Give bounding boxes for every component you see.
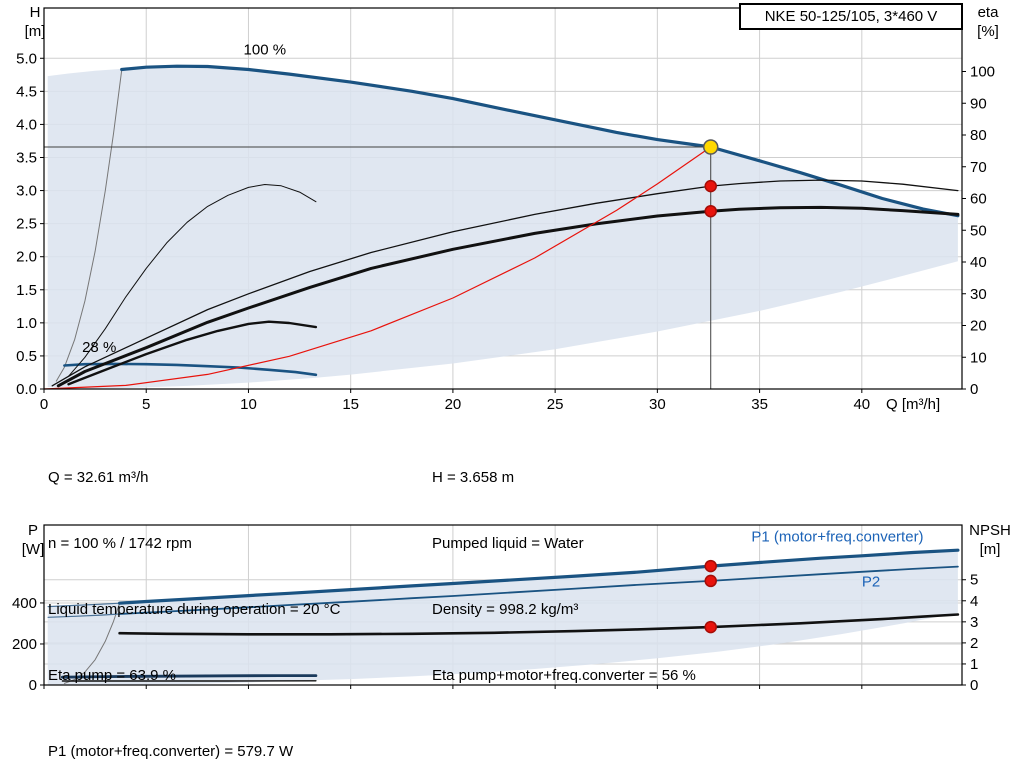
tick-label: 3.5 — [16, 149, 37, 166]
result-line: Density = 998.2 kg/m³ — [432, 601, 579, 618]
system-curve — [43, 146, 712, 390]
tick-label: 20 — [445, 396, 462, 413]
eta-pump-curve — [51, 179, 959, 387]
speed-label-100: 100 % — [244, 41, 287, 58]
eta-total-point — [704, 204, 717, 218]
tick-label: 80 — [970, 127, 987, 144]
pump-curve-100 — [120, 64, 960, 218]
tick-label: 0 — [40, 396, 48, 413]
tick-label: 5 — [142, 396, 150, 413]
tick-label: 3 — [970, 614, 978, 631]
tick-label: 40 — [853, 396, 870, 413]
operating-envelope — [47, 550, 958, 685]
power-results: P1 (motor+freq.converter) = 579.7 W P2 =… — [48, 697, 293, 781]
tick-label: 10 — [240, 396, 257, 413]
tick-label: 1.0 — [16, 315, 37, 332]
result-line: Pumped liquid = Water — [432, 535, 584, 552]
p-axis-title: P [W] — [21, 522, 45, 558]
tick-label: 200 — [12, 636, 37, 653]
duty-results-right: H = 3.658 m Pumped liquid = Water Densit… — [432, 423, 696, 731]
tick-label: 50 — [970, 222, 987, 239]
tick-label: 35 — [751, 396, 768, 413]
p2-curve — [118, 565, 959, 615]
eta-total-curve-28 — [67, 320, 318, 386]
eta-total-curve — [56, 205, 960, 388]
tick-label: 0.5 — [16, 348, 37, 365]
tick-label: 2.0 — [16, 249, 37, 266]
pump-title-box: NKE 50-125/105, 3*460 V — [739, 3, 963, 30]
duty-results-left: Q = 32.61 m³/h n = 100 % / 1742 rpm Liqu… — [48, 423, 340, 731]
tick-label: 70 — [970, 159, 987, 176]
p1-curve-28 — [61, 674, 318, 679]
tick-label: 0 — [970, 677, 978, 694]
tick-label: 2.5 — [16, 216, 37, 233]
tick-label: 15 — [342, 396, 359, 413]
power-npsh-chart: 0 200 400 0 1 2 3 4 5 P1 (motor+freq.converter) P2 — [12, 524, 978, 694]
tick-label: 2 — [970, 635, 978, 652]
eta-pump-curve-28 — [68, 184, 317, 377]
tick-label: 100 — [970, 64, 995, 81]
operating-envelope — [47, 65, 958, 389]
tick-label: 10 — [970, 349, 987, 366]
eta-axis-title: eta [%] — [977, 4, 999, 40]
tick-label: 0.0 — [16, 381, 37, 398]
tick-label: 40 — [970, 254, 987, 271]
p2-label: P2 — [862, 574, 880, 591]
tick-label: 1 — [970, 656, 978, 673]
p2-ext — [47, 613, 121, 618]
p1-curve — [118, 548, 960, 605]
tick-label: 3.0 — [16, 183, 37, 200]
p1-point — [704, 559, 717, 573]
result-line: Eta pump+motor+freq.converter = 56 % — [432, 667, 696, 684]
tick-label: 30 — [649, 396, 666, 413]
speed-label-28: 28 % — [82, 339, 116, 356]
result-line: n = 100 % / 1742 rpm — [48, 535, 192, 552]
p2-point — [704, 574, 717, 588]
tick-label: 400 — [12, 595, 37, 612]
npsh-axis-title: NPSH [m] — [969, 522, 1011, 558]
min-flow-boundary-power — [63, 602, 121, 684]
result-line: Eta pump = 63.9 % — [48, 667, 176, 684]
tick-label: 60 — [970, 191, 987, 208]
min-flow-boundary — [55, 69, 123, 382]
result-line: Q = 32.61 m³/h — [48, 469, 149, 486]
tick-label: 0 — [970, 381, 978, 398]
tick-label: 90 — [970, 95, 987, 112]
result-line: Liquid temperature during operation = 20… — [48, 601, 341, 618]
tick-label: 5 — [970, 572, 978, 589]
result-line: P1 (motor+freq.converter) = 579.7 W — [48, 743, 294, 760]
tick-label: 4 — [970, 593, 978, 610]
eta-pump-point — [704, 179, 717, 193]
npsh-curve — [118, 613, 960, 636]
pump-performance-chart: 0.0 0.5 1.0 1.5 2.0 2.5 3.0 3.5 4.0 4.5 5.0 0 10 20 30… — [16, 7, 995, 413]
tick-label: 20 — [970, 318, 987, 335]
plot-frame — [43, 524, 963, 686]
h-axis-title: H [m] — [24, 4, 46, 40]
q-axis-title: Q [m³/h] — [886, 396, 941, 413]
duty-point[interactable] — [702, 139, 719, 155]
tick-label: 0 — [29, 677, 37, 694]
p1-label: P1 (motor+freq.converter) — [751, 528, 923, 545]
tick-label: 4.0 — [16, 116, 37, 133]
tick-label: 4.5 — [16, 83, 37, 100]
p1-ext — [47, 602, 121, 608]
result-line: H = 3.658 m — [432, 469, 515, 486]
tick-label: 5.0 — [16, 50, 37, 67]
tick-label: 1.5 — [16, 282, 37, 299]
tick-label: 25 — [547, 396, 564, 413]
npsh-point — [704, 620, 717, 634]
tick-label: 30 — [970, 286, 987, 303]
pump-title: NKE 50-125/105, 3*460 V — [764, 8, 938, 25]
